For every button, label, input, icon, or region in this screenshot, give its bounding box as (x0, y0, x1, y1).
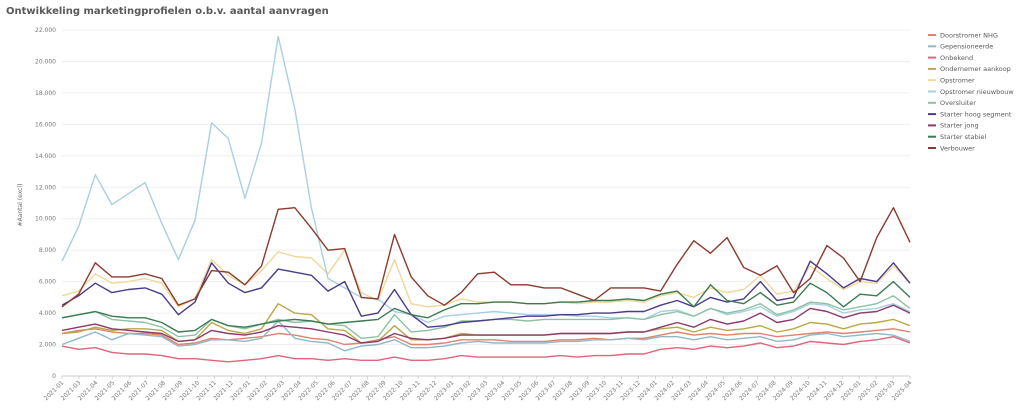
y-tick-label: 12.000 (35, 184, 56, 191)
legend-label: Starter jong (940, 122, 979, 130)
legend-item[interactable]: Ondernemer aankoop (928, 65, 1011, 73)
legend-label: Onbekend (940, 54, 973, 62)
legend-item[interactable]: Opstromer nieuwbouw (928, 88, 1014, 96)
legend-label: Opstromer nieuwbouw (940, 88, 1014, 96)
legend-item[interactable]: Starter hoog segment (928, 110, 1012, 118)
y-tick-label: 10.000 (35, 216, 56, 223)
y-tick-label: 0 (52, 373, 56, 380)
legend-label: Oversluiter (940, 99, 976, 107)
legend-item[interactable]: Starter jong (928, 122, 979, 130)
series-line (61, 35, 911, 324)
series-line (61, 303, 911, 344)
series-line (61, 304, 911, 344)
legend-item[interactable]: Doorstromer NHG (928, 31, 998, 39)
series-line (61, 328, 911, 346)
series-line (61, 206, 911, 308)
series-line (61, 280, 911, 333)
y-tick-label: 14.000 (35, 153, 56, 160)
series-lines (61, 35, 911, 363)
y-tick-label: 20.000 (35, 58, 56, 65)
legend-label: Gepensioneerde (940, 43, 993, 51)
chart-title: Ontwikkeling marketingprofielen o.b.v. a… (6, 6, 329, 17)
legend-item[interactable]: Opstromer (928, 77, 975, 85)
y-tick-label: 4.000 (39, 310, 56, 317)
legend-item[interactable]: Verbouwer (928, 144, 975, 152)
y-tick-label: 18.000 (35, 90, 56, 97)
legend-item[interactable]: Oversluiter (928, 99, 976, 107)
grid-lines (62, 29, 910, 377)
legend-label: Ondernemer aankoop (940, 65, 1011, 73)
y-tick-label: 8.000 (39, 247, 56, 254)
y-axis-label: #Aantal (excl) (17, 184, 24, 227)
y-tick-label: 6.000 (39, 279, 56, 286)
series-line (61, 260, 911, 328)
legend-item[interactable]: Starter stabiel (928, 133, 986, 141)
legend-label: Starter hoog segment (940, 110, 1012, 118)
legend-label: Starter stabiel (940, 133, 986, 141)
legend-item[interactable]: Onbekend (928, 54, 973, 62)
legend-label: Verbouwer (940, 144, 975, 152)
legend-label: Opstromer (940, 77, 975, 85)
legend-label: Doorstromer NHG (940, 31, 998, 39)
y-tick-label: 16.000 (35, 121, 56, 128)
y-tick-label: 22.000 (35, 27, 56, 34)
legend-item[interactable]: Gepensioneerde (928, 43, 993, 51)
series-line (61, 249, 911, 308)
series-line (61, 336, 911, 363)
series-line (61, 320, 911, 352)
y-tick-label: 2.000 (39, 342, 56, 349)
legend: Doorstromer NHG Gepensioneerde Onbekend Ond… (928, 31, 1014, 152)
x-axis: 2021-012021-032021-042021-052021-062021-… (43, 376, 914, 402)
y-axis: 0 2.000 4.000 6.000 8.000 10.000 12.000 14.000 1… (35, 27, 56, 380)
